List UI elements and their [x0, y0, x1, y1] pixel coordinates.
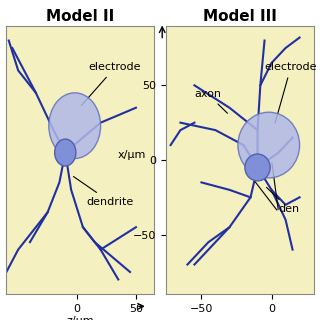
Circle shape [245, 154, 270, 181]
X-axis label: z/μm: z/μm [66, 316, 94, 320]
Title: Model III: Model III [203, 9, 277, 24]
Circle shape [55, 139, 76, 166]
Circle shape [49, 93, 100, 158]
Text: den: den [267, 187, 300, 214]
Text: axon: axon [195, 89, 228, 113]
Text: electrode: electrode [81, 62, 141, 106]
Y-axis label: x/μm: x/μm [118, 150, 146, 160]
Text: electrode: electrode [265, 62, 317, 123]
Title: Model II: Model II [46, 9, 114, 24]
Text: dendrite: dendrite [74, 177, 134, 207]
Circle shape [238, 112, 300, 178]
